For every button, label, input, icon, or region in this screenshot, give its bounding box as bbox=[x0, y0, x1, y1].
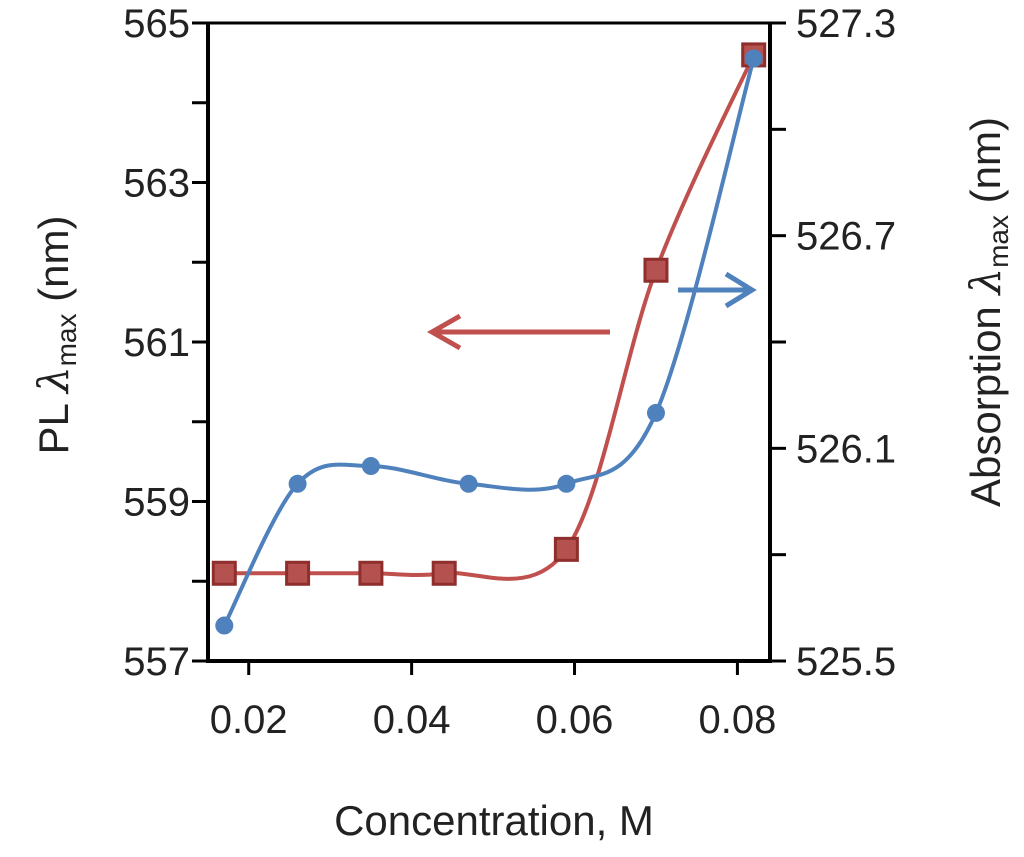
y-right-tick-label: 526.1 bbox=[796, 427, 896, 471]
y-axis-title-right: Absorption λmax (nm) bbox=[961, 117, 1014, 507]
data-point bbox=[557, 474, 576, 493]
data-point bbox=[361, 457, 380, 476]
x-tick-label: 0.02 bbox=[210, 698, 288, 742]
y-left-tick-label: 563 bbox=[123, 162, 190, 206]
absorption-axis-arrow-head bbox=[724, 271, 757, 309]
axes-layer: 0.02 0.04 0.06 0.08 557 559 561 563 565 525.5 526.… bbox=[123, 2, 896, 742]
annotation-layer bbox=[426, 271, 757, 351]
data-point bbox=[459, 474, 478, 493]
data-point bbox=[358, 560, 384, 586]
data-point bbox=[643, 257, 669, 283]
data-point bbox=[744, 49, 763, 68]
series-line bbox=[222, 57, 756, 627]
data-point bbox=[288, 474, 307, 493]
data-point bbox=[285, 560, 311, 586]
data-point bbox=[211, 560, 237, 586]
y-left-tick-label: 557 bbox=[123, 640, 190, 684]
y-axis-title-left: PL λmax (nm) bbox=[29, 215, 82, 454]
x-axis-title: Concentration, M bbox=[334, 797, 654, 844]
series-line bbox=[224, 54, 756, 581]
y-right-title-suffix: (nm) bbox=[962, 117, 1009, 215]
y-left-title-subscript: max bbox=[51, 313, 82, 366]
x-tick-label: 0.06 bbox=[536, 698, 614, 742]
x-tick-label: 0.08 bbox=[698, 698, 776, 742]
data-point bbox=[646, 403, 665, 422]
y-left-tick-label: 565 bbox=[123, 2, 190, 46]
y-right-title-symbol: λ bbox=[961, 268, 1010, 297]
y-right-tick-label: 527.3 bbox=[796, 2, 896, 46]
y-left-tick-label: 559 bbox=[123, 481, 190, 525]
pl-axis-arrow-head bbox=[426, 313, 462, 351]
y-right-title-subscript: max bbox=[983, 215, 1014, 268]
data-point bbox=[215, 616, 234, 635]
y-left-tick-label: 561 bbox=[123, 321, 190, 365]
y-left-title-suffix: (nm) bbox=[30, 215, 77, 313]
y-right-title-prefix: Absorption bbox=[962, 295, 1009, 507]
series-layer bbox=[211, 42, 767, 635]
series-absorption bbox=[215, 49, 763, 635]
y-left-title-prefix: PL bbox=[30, 393, 77, 454]
data-point bbox=[431, 560, 457, 586]
series-pl bbox=[211, 42, 767, 586]
y-left-title-symbol: λ bbox=[29, 366, 78, 395]
y-right-tick-label: 525.5 bbox=[796, 640, 896, 684]
x-tick-label: 0.04 bbox=[373, 698, 451, 742]
y-right-tick-label: 526.7 bbox=[796, 215, 896, 259]
data-point bbox=[553, 536, 579, 562]
